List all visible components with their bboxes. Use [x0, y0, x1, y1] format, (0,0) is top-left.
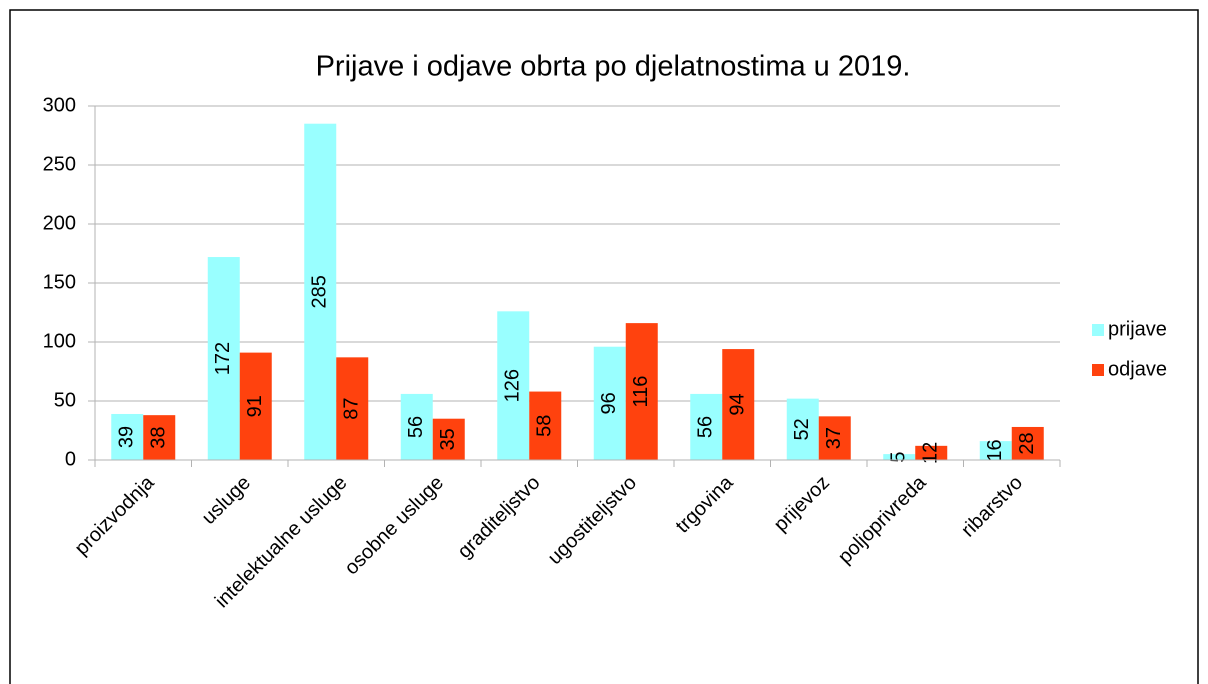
y-tick-label: 250 [43, 153, 76, 175]
data-label: 52 [791, 418, 813, 440]
bar [207, 257, 240, 460]
data-label: 35 [437, 428, 459, 450]
bar [593, 346, 626, 460]
legend-swatch [1092, 364, 1104, 376]
y-tick-label: 150 [43, 271, 76, 293]
legend-label: odjave [1108, 358, 1167, 380]
data-label: 172 [212, 342, 234, 375]
data-label: 58 [534, 415, 556, 437]
bar [529, 391, 562, 460]
bar [432, 418, 465, 460]
bar [883, 454, 916, 460]
data-label: 28 [1016, 432, 1038, 454]
bar [818, 416, 851, 460]
data-label: 116 [630, 376, 652, 408]
data-label: 91 [244, 395, 266, 417]
data-label: 56 [405, 416, 427, 438]
y-tick-label: 100 [43, 330, 76, 352]
data-label: 39 [116, 426, 138, 448]
bar [497, 311, 530, 460]
legend-swatch [1092, 324, 1104, 336]
y-tick-label: 200 [43, 212, 76, 234]
bar [239, 352, 272, 460]
bar [1011, 426, 1044, 460]
data-label: 38 [148, 426, 170, 448]
bar [786, 398, 819, 460]
bar [304, 123, 337, 460]
data-label: 285 [309, 275, 331, 308]
data-label: 16 [984, 439, 1006, 461]
legend-label: prijave [1108, 318, 1167, 340]
data-label: 5 [888, 451, 910, 462]
data-label: 12 [920, 442, 942, 464]
y-tick-label: 300 [43, 94, 76, 116]
data-label: 56 [695, 416, 717, 438]
bar [690, 393, 723, 460]
bar [625, 323, 658, 460]
y-tick-label: 0 [65, 448, 76, 470]
bar [111, 413, 144, 460]
data-label: 87 [341, 398, 363, 420]
bar [336, 357, 369, 460]
bar [915, 445, 948, 460]
chart-title: Prijave i odjave obrta po djelatnostima … [316, 51, 911, 83]
data-label: 94 [727, 393, 749, 415]
bar [979, 441, 1012, 460]
bar [722, 349, 755, 460]
y-tick-label: 50 [54, 389, 76, 411]
data-label: 37 [823, 427, 845, 449]
bar [143, 415, 176, 460]
bar [400, 393, 433, 460]
data-label: 96 [598, 392, 620, 414]
data-label: 126 [502, 369, 524, 402]
